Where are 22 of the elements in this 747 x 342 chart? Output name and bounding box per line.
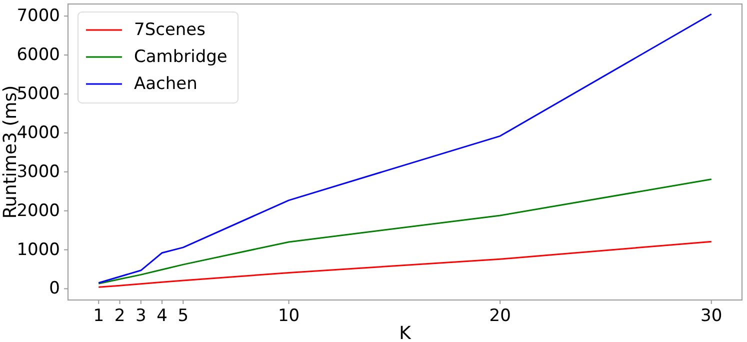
y-tick-label: 4000 [16,122,60,143]
x-tick-label: 1 [93,306,104,326]
y-tick-label: 0 [49,278,60,299]
line-series [98,13,712,284]
x-tick-label: 5 [178,306,189,326]
legend-label: 7Scenes [134,20,206,40]
legend-label: Aachen [134,74,198,94]
y-tick-label: 3000 [16,162,60,182]
x-tick-label: 30 [700,306,722,326]
y-tick-label: 6000 [16,45,60,66]
line-series [98,178,712,284]
legend-label: Cambridge [134,47,228,67]
line-series [98,240,712,288]
x-tick-label: 10 [278,306,300,326]
y-tick-label: 5000 [16,84,60,104]
x-tick-label: 20 [489,306,511,326]
x-axis-title: K [399,323,412,342]
y-tick-label: 7000 [16,6,60,26]
x-tick-label: 2 [114,306,126,326]
x-tick-label: 3 [135,306,146,326]
y-tick-label: 1000 [16,240,60,260]
x-tick-label: 4 [156,306,168,326]
